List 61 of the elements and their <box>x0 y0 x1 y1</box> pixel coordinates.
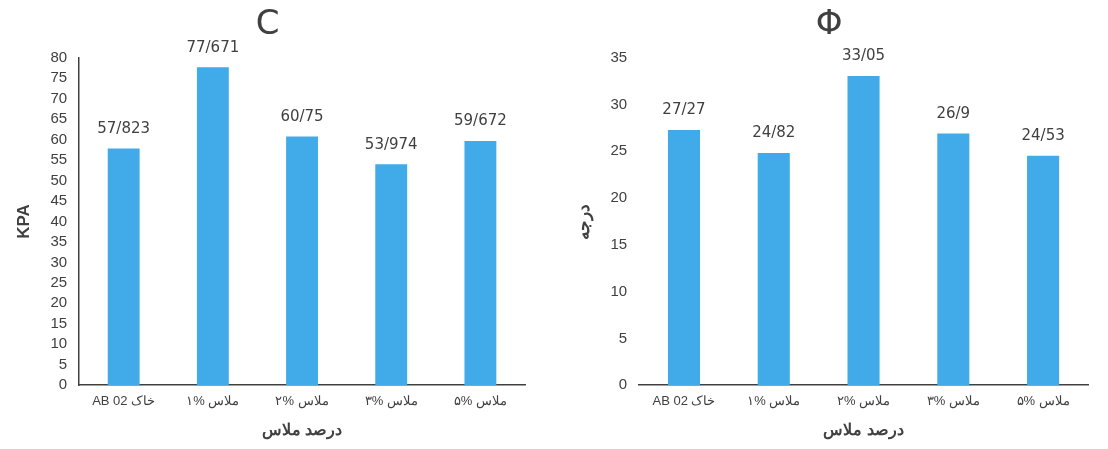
chart-title: Φ <box>815 2 843 43</box>
x-axis-title: درصد ملاس <box>823 420 904 440</box>
data-label: 33/05 <box>841 46 886 65</box>
data-label: 57/823 <box>97 118 151 137</box>
x-tick-label: ملاس %۳ <box>926 392 980 409</box>
y-tick-label: 10 <box>610 281 628 299</box>
y-tick-label: 40 <box>50 211 68 229</box>
y-tick-label: 5 <box>58 354 68 372</box>
data-label: 24/82 <box>752 123 796 142</box>
y-tick-label: 5 <box>618 328 628 346</box>
x-axis-title: درصد ملاس <box>261 420 343 440</box>
y-tick-label: 15 <box>610 235 628 253</box>
y-tick-label: 75 <box>50 68 68 86</box>
bar <box>196 67 229 386</box>
x-tick-label: ملاس %۲ <box>275 392 329 409</box>
x-tick-label: خاک AB 02 <box>92 392 156 408</box>
y-tick-label: 25 <box>610 141 628 159</box>
data-label: 60/75 <box>280 106 324 125</box>
bar <box>1027 155 1060 386</box>
bar <box>464 140 497 386</box>
y-tick-label: 70 <box>50 88 68 106</box>
bar <box>757 153 790 386</box>
x-tick-label: ملاس %۱ <box>186 392 240 409</box>
y-tick-label: 0 <box>58 375 68 393</box>
x-tick-label: ملاس %۱ <box>747 392 801 409</box>
data-label: 59/672 <box>454 111 507 130</box>
y-tick-label: 20 <box>50 293 68 311</box>
y-tick-label: 60 <box>50 129 68 147</box>
x-tick-label: ملاس %۵ <box>453 392 507 409</box>
y-tick-label: 50 <box>50 170 68 188</box>
y-tick-label: 55 <box>50 150 68 168</box>
y-tick-label: 35 <box>610 47 628 65</box>
bar <box>286 136 318 386</box>
data-label: 24/53 <box>1021 126 1065 145</box>
bar <box>107 148 140 386</box>
data-label: 53/974 <box>364 134 418 153</box>
y-tick-label: 25 <box>50 273 68 291</box>
y-tick-label: 20 <box>610 188 628 206</box>
data-label: 27/27 <box>662 100 706 119</box>
y-tick-label: 65 <box>50 109 68 127</box>
data-label: 26/9 <box>936 103 971 122</box>
y-tick-label: 30 <box>50 252 68 270</box>
x-tick-label: ملاس %۲ <box>836 392 891 409</box>
y-tick-label: 35 <box>50 232 68 250</box>
y-tick-label: 30 <box>610 94 628 112</box>
x-tick-label: خاک AB 02 <box>652 392 716 408</box>
bar <box>667 130 701 386</box>
y-axis-title: KPA <box>13 204 33 239</box>
data-label: 77/671 <box>186 37 240 56</box>
y-tick-label: 0 <box>618 375 628 393</box>
y-tick-label: 80 <box>50 47 68 65</box>
bar <box>847 76 880 386</box>
chart-title: C <box>255 2 280 43</box>
x-tick-label: ملاس %۵ <box>1016 392 1070 409</box>
y-axis-title: درجه <box>573 203 594 240</box>
bar <box>375 164 408 386</box>
y-tick-label: 10 <box>50 334 68 352</box>
x-tick-label: ملاس %۳ <box>364 392 418 409</box>
y-tick-label: 45 <box>50 191 68 209</box>
y-tick-label: 15 <box>50 313 68 331</box>
bar <box>937 133 970 386</box>
